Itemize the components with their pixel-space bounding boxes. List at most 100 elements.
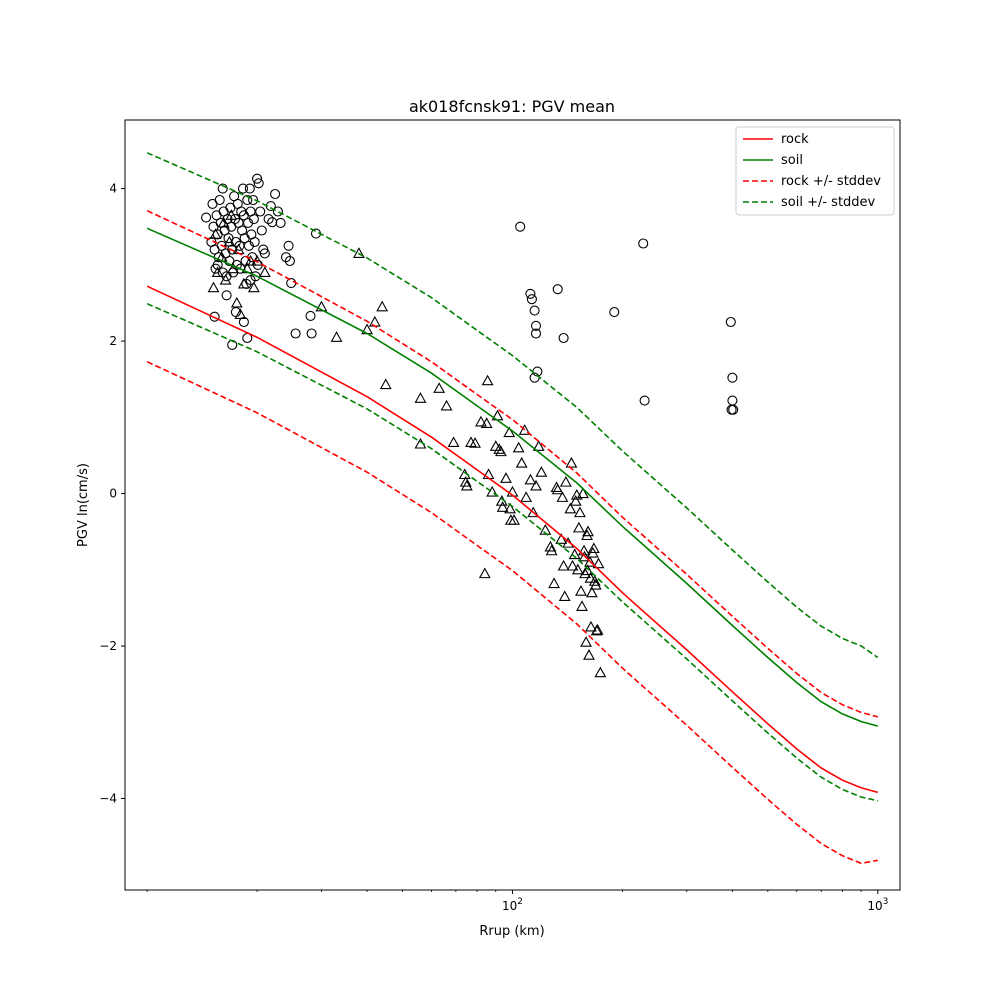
scatter-point-triangle: [207, 281, 220, 293]
scatter-point-triangle: [500, 472, 512, 483]
scatter-point-triangle: [512, 441, 525, 453]
series-line-2: [146, 209, 879, 718]
scatter-point-triangle: [230, 296, 243, 308]
scatter-point-triangle: [532, 440, 545, 451]
scatter-point-triangle: [587, 542, 600, 554]
scatter-point-triangle: [575, 585, 587, 596]
scatter-point-circle: [284, 255, 295, 267]
scatter-point-triangle: [217, 216, 230, 228]
x-axis-label: Rrup (km): [479, 924, 544, 939]
scatter-point-triangle: [564, 502, 577, 514]
scatter-point-triangle: [460, 479, 473, 491]
scatter-point-circle: [248, 194, 259, 206]
scatter-point-triangle: [576, 600, 588, 611]
scatter-point-circle: [245, 275, 256, 286]
scatter-point-triangle: [227, 262, 240, 274]
scatter-point-triangle: [558, 590, 571, 602]
scatter-point-triangle: [591, 623, 604, 635]
scatter-point-triangle: [584, 572, 597, 583]
scatter-point-triangle: [315, 300, 328, 312]
scatter-point-triangle: [574, 506, 586, 518]
scatter-point-triangle: [447, 436, 460, 448]
scatter-point-circle: [515, 221, 526, 232]
scatter-point-triangle: [414, 392, 427, 403]
scatter-point-triangle: [469, 437, 481, 448]
plot-area: [146, 152, 879, 865]
scatter-point-circle: [209, 311, 220, 322]
scatter-point-triangle: [530, 479, 542, 491]
scatter-point-circle: [253, 178, 264, 189]
scatter-point-circle: [290, 328, 301, 339]
chart-title: ak018fcnsk91: PGV mean: [409, 97, 615, 116]
scatter-point-triangle: [496, 501, 509, 512]
scatter-point-triangle: [544, 540, 557, 552]
series-line-1: [146, 227, 879, 727]
scatter-point-circle: [638, 238, 649, 249]
y-tick-label: 0: [109, 487, 117, 501]
scatter-point-triangle: [556, 491, 569, 502]
scatter-point-triangle: [545, 544, 558, 556]
scatter-point-triangle: [557, 559, 570, 571]
scatter-point-circle: [267, 217, 278, 228]
scatter-point-triangle: [581, 564, 594, 576]
scatter-point-triangle: [258, 266, 271, 278]
scatter-point-triangle: [581, 529, 593, 541]
scatter-point-triangle: [237, 277, 250, 289]
scatter-point-triangle: [478, 567, 491, 579]
scatter-point-circle: [728, 404, 739, 415]
scatter-point-triangle: [503, 426, 516, 438]
scatter-point-circle: [526, 294, 537, 305]
x-tick-label: 103: [867, 897, 888, 913]
scatter-point-circle: [243, 240, 254, 251]
scatter-point-circle: [529, 305, 540, 316]
legend: rock soil rock +/- stddev soil +/- stddev: [735, 126, 895, 216]
scatter-point-triangle: [571, 563, 584, 575]
scatter-point-circle: [244, 183, 255, 194]
scatter-point-triangle: [376, 300, 389, 312]
scatter-point-circle: [283, 240, 294, 251]
scatter-point-triangle: [566, 559, 579, 571]
scatter-point-circle: [256, 225, 267, 236]
scatter-point-triangle: [495, 445, 507, 457]
scatter-point-circle: [727, 372, 738, 383]
scatter-point-triangle: [209, 228, 222, 239]
scatter-point-triangle: [223, 235, 236, 247]
scatter-point-circle: [525, 288, 536, 299]
scatter-point-triangle: [481, 374, 494, 386]
scatter-point-triangle: [459, 475, 472, 487]
legend-label: rock: [781, 132, 809, 147]
scatter-point-triangle: [585, 586, 598, 598]
scatter-point-triangle: [585, 620, 597, 632]
scatter-point-triangle: [578, 550, 591, 562]
axes: 102 103 4 2 0 −2 −4: [99, 182, 888, 913]
scatter-point-triangle: [559, 475, 572, 487]
scatter-point-circle: [530, 328, 542, 339]
legend-label: soil: [781, 153, 803, 168]
scatter-point-triangle: [515, 456, 528, 468]
legend-label: soil +/- stddev: [781, 195, 876, 210]
scatter-point-circle: [255, 206, 266, 217]
scatter-point-triangle: [584, 556, 596, 567]
scatter-point-triangle: [518, 424, 531, 435]
scatter-point-triangle: [379, 378, 392, 390]
scatter-point-triangle: [520, 491, 533, 502]
scatter-point-circle: [242, 194, 253, 206]
scatter-point-circle: [263, 214, 274, 225]
scatter-point-circle: [305, 310, 316, 321]
scatter-point-circle: [237, 225, 248, 236]
scatter-point-triangle: [592, 557, 605, 569]
scatter-point-triangle: [475, 415, 487, 427]
scatter-point-triangle: [219, 273, 232, 285]
scatter-point-triangle: [440, 399, 453, 411]
scatter-point-circle: [639, 395, 650, 406]
y-tick-label: 4: [109, 182, 117, 196]
scatter-point-circle: [725, 316, 736, 328]
scatter-point-circle: [280, 252, 292, 263]
scatter-point-triangle: [551, 483, 564, 495]
y-tick-label: 2: [109, 334, 117, 348]
scatter-point-triangle: [555, 533, 568, 544]
scatter-point-circle: [214, 194, 225, 206]
scatter-point-triangle: [234, 308, 247, 319]
scatter-point-triangle: [486, 485, 499, 497]
scatter-point-circle: [306, 328, 317, 339]
